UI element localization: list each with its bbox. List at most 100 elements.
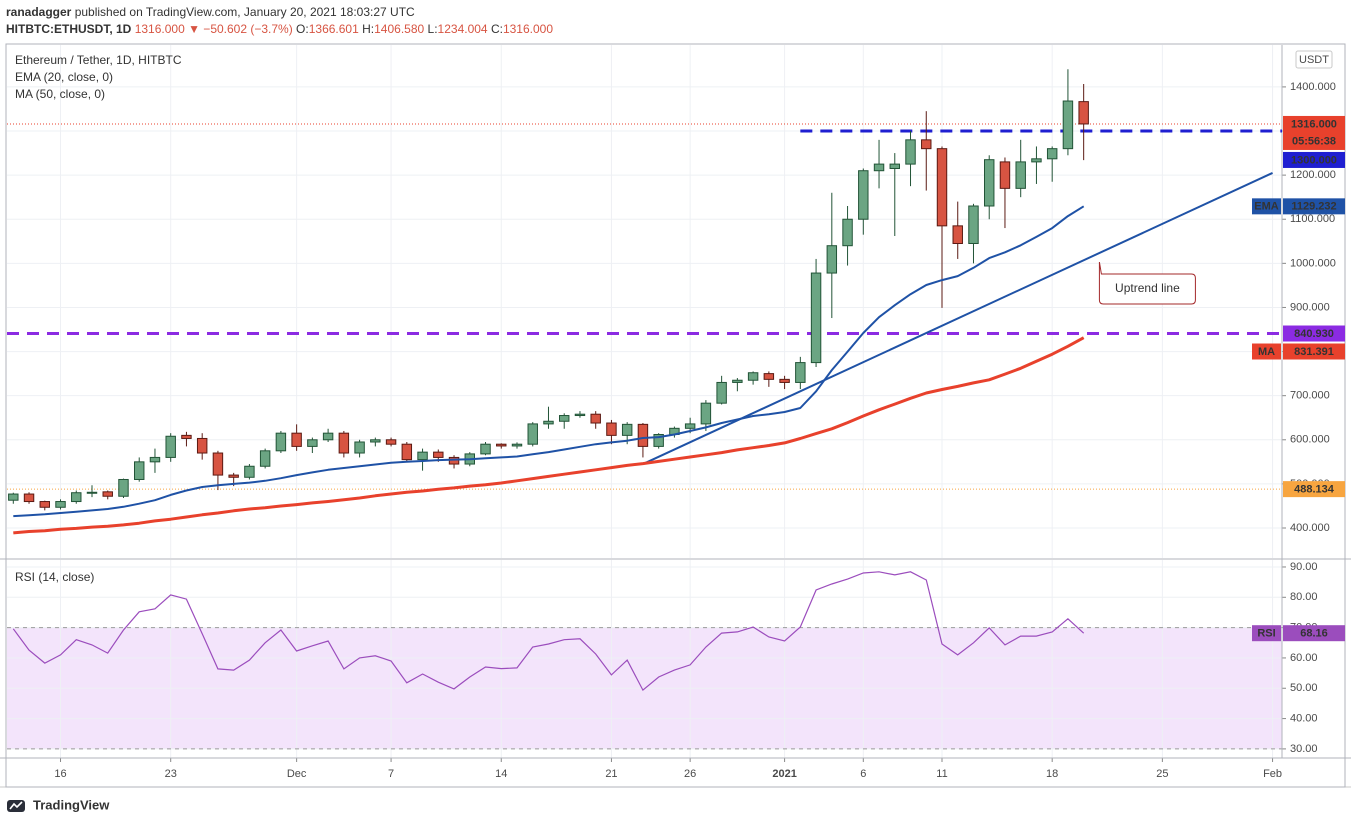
y-tick-label: 50.00: [1290, 682, 1318, 694]
candle-body: [149, 456, 161, 463]
logo-glyph: [9, 801, 23, 810]
rsi-value-label-box: [1283, 625, 1345, 642]
candle-body: [385, 439, 397, 445]
candle-body: [23, 493, 35, 503]
candle-body: [244, 465, 255, 478]
indicator-line: [13, 205, 1085, 518]
ohlc-value: 1234.004: [438, 22, 488, 36]
y-tick-label: 60.00: [1290, 652, 1318, 664]
candle-body: [936, 148, 948, 227]
candle-body: [165, 435, 176, 458]
ohlc-value: 1366.601: [309, 22, 359, 36]
level-label-box: [1283, 151, 1345, 168]
annotation: Uptrend line: [1115, 281, 1180, 295]
y-tick-label: 80.00: [1290, 591, 1318, 603]
brand[interactable]: TradingView: [33, 797, 110, 812]
candle-body: [700, 402, 712, 425]
candle-body: [716, 381, 727, 404]
series-value-label: 1129.232: [1291, 201, 1336, 213]
candle-body: [275, 432, 287, 452]
candle-body: [952, 225, 963, 244]
series-value-label: 831.391: [1294, 346, 1334, 358]
symbol-line: HITBTC:ETHUSDT, 1D 1316.000 ▼ −50.602 (−…: [6, 22, 553, 36]
candle-body: [590, 413, 601, 424]
x-tick-label: 25: [1156, 768, 1168, 780]
candle-body: [684, 423, 696, 429]
legend-entry: MA (50, close, 0): [15, 87, 105, 101]
callout: [1098, 261, 1196, 305]
series-value-label-prefix: MA: [1258, 346, 1275, 358]
trendline: [642, 172, 1273, 465]
candle-body: [118, 478, 129, 497]
ohlc-key: L:: [428, 22, 438, 36]
candle-body: [322, 432, 334, 441]
candle-body: [763, 373, 775, 380]
candle-body: [968, 205, 979, 244]
series-value-label-box: [1283, 198, 1345, 215]
level-label: 1300.000: [1291, 154, 1337, 166]
x-tick-label: 6: [860, 768, 866, 780]
candle-body: [338, 432, 350, 454]
candle-body: [543, 420, 554, 425]
candle-body: [1062, 100, 1074, 150]
candle-body: [621, 423, 633, 436]
y-tick-label: 700.000: [1290, 390, 1330, 402]
candle-body: [889, 163, 900, 170]
ohlc-value: 1406.580: [374, 22, 424, 36]
candle-body: [181, 434, 192, 439]
ohlc-key: O:: [296, 22, 309, 36]
y-tick-label: 1200.000: [1290, 169, 1336, 181]
ohlc-value: 1316.000: [503, 22, 553, 36]
change: ▼ −50.602 (−3.7%): [188, 22, 293, 36]
published: published on TradingView.com, January 20…: [75, 5, 415, 19]
candle-body: [417, 451, 428, 461]
candle-body: [559, 415, 570, 422]
y-tick-label: 40.00: [1290, 712, 1318, 724]
candle-body: [71, 492, 82, 503]
candle-body: [873, 163, 885, 172]
rsi-value-label-prefix-box: [1252, 625, 1281, 642]
series-value-label-box: [1283, 343, 1345, 360]
x-tick-label: 7: [388, 768, 394, 780]
candle-body: [448, 456, 460, 465]
last-price-label: 1316.000: [1291, 118, 1337, 130]
candle-body: [653, 433, 664, 447]
candle-body: [55, 501, 66, 508]
candle-body: [747, 372, 759, 381]
candle-body: [39, 501, 51, 508]
candle-body: [921, 139, 932, 150]
last-price-label-box: [1283, 115, 1345, 150]
x-tick-label: 21: [605, 768, 617, 780]
candle-body: [102, 491, 113, 497]
candle-body: [480, 443, 491, 455]
publisher: ranadagger: [6, 5, 72, 19]
level-label-box: [1283, 325, 1345, 342]
legend-title: RSI (14, close): [15, 570, 94, 584]
candle-body: [8, 493, 19, 501]
y-tick-label: 600.000: [1290, 434, 1330, 446]
candle-body: [826, 245, 838, 274]
symbol: HITBTC:ETHUSDT, 1D: [6, 22, 132, 36]
candle-body: [527, 423, 538, 445]
level-label: 488.134: [1294, 484, 1335, 496]
x-tick-label: 2021: [772, 768, 796, 780]
currency-box: [1295, 50, 1333, 69]
candle-body: [212, 452, 224, 476]
candle-body: [354, 441, 365, 454]
rsi-line: [12, 571, 1085, 692]
candle-body: [810, 272, 822, 364]
level-label: 840.930: [1294, 328, 1334, 340]
y-tick-label: 1100.000: [1290, 213, 1335, 225]
candle-body: [637, 423, 649, 447]
candle-body: [606, 422, 617, 436]
last-price-label: 05:56:38: [1292, 135, 1336, 147]
candle-body: [134, 461, 145, 480]
candle-body: [228, 474, 239, 478]
pane-frame: [5, 43, 1346, 788]
y-tick-label: 90.00: [1290, 561, 1318, 573]
legend-entry: EMA (20, close, 0): [15, 70, 113, 84]
x-tick-label: 18: [1046, 768, 1058, 780]
last: 1316.000: [135, 22, 185, 36]
